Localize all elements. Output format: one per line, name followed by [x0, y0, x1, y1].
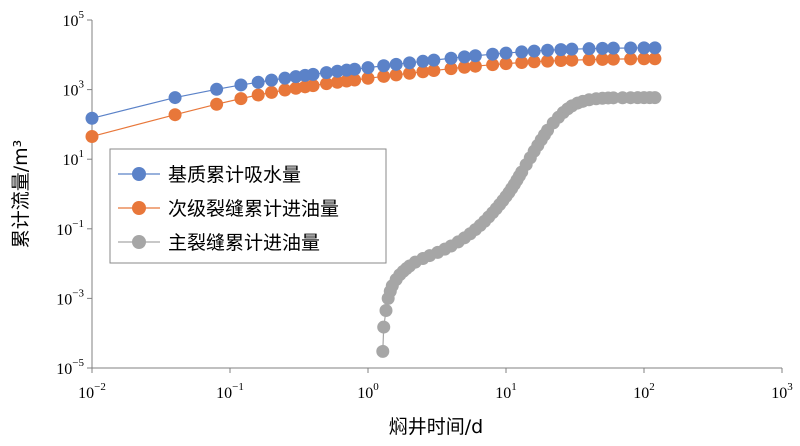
data-point	[320, 66, 333, 79]
y-tick-exponent: −3	[72, 287, 84, 299]
data-point	[377, 59, 390, 72]
data-point	[379, 304, 392, 317]
data-point	[278, 84, 291, 97]
data-point	[607, 42, 620, 55]
x-tick-label: 100	[357, 381, 379, 402]
data-point	[403, 56, 416, 69]
x-tick-base: 10	[771, 385, 787, 402]
x-axis-ticks: 10−2 10−1 100 101 102 103	[78, 368, 793, 402]
legend-marker-secondary-fracture-oil	[132, 201, 146, 215]
data-point	[624, 41, 637, 54]
data-point	[86, 130, 99, 143]
data-point	[362, 61, 375, 74]
data-point	[252, 88, 265, 101]
x-tick-base: 10	[216, 385, 232, 402]
data-point	[528, 45, 541, 58]
data-point	[307, 68, 320, 81]
y-tick-exponent: −1	[72, 218, 84, 230]
y-tick-exponent: 1	[79, 148, 85, 160]
y-tick-base: 10	[56, 361, 72, 378]
x-tick-base: 10	[495, 385, 511, 402]
data-point	[278, 72, 291, 85]
data-point	[583, 42, 596, 55]
y-tick-base: 10	[56, 222, 72, 239]
x-tick-exponent: 3	[787, 381, 793, 393]
data-point	[565, 43, 578, 56]
series-2	[376, 91, 661, 358]
data-point	[169, 108, 182, 121]
x-tick-label: 10−1	[216, 381, 244, 402]
data-point	[541, 44, 554, 57]
x-tick-exponent: −2	[94, 381, 106, 393]
y-tick-base: 10	[63, 83, 79, 100]
x-tick-exponent: 0	[373, 381, 379, 393]
y-tick-label: 10−5	[56, 357, 84, 378]
data-point	[377, 321, 390, 334]
legend-marker-main-fracture-oil	[132, 235, 146, 249]
x-tick-base: 10	[633, 385, 649, 402]
data-point	[265, 86, 278, 99]
legend-label-matrix-water: 基质累计吸水量	[168, 164, 301, 186]
data-point	[252, 76, 265, 89]
data-point	[234, 78, 247, 91]
x-tick-exponent: −1	[232, 381, 244, 393]
data-point	[210, 98, 223, 111]
data-point	[486, 48, 499, 61]
y-tick-exponent: 3	[79, 79, 85, 91]
data-point	[469, 49, 482, 62]
data-point	[169, 91, 182, 104]
data-point	[376, 345, 389, 358]
y-tick-label: 103	[63, 79, 85, 100]
x-axis-title: 焖井时间/d	[389, 416, 483, 438]
data-point	[210, 83, 223, 96]
y-tick-label: 105	[63, 9, 85, 30]
x-tick-label: 103	[771, 381, 793, 402]
data-point	[500, 47, 513, 60]
data-point	[86, 112, 99, 125]
series-line	[383, 98, 655, 352]
x-tick-label: 102	[633, 381, 655, 402]
x-tick-base: 10	[357, 385, 373, 402]
y-tick-base: 10	[56, 291, 72, 308]
legend-label-main-fracture-oil: 主裂缝累计进油量	[168, 232, 320, 254]
data-point	[307, 79, 320, 92]
y-tick-exponent: −5	[72, 357, 84, 369]
y-tick-label: 10−3	[56, 287, 84, 308]
data-point	[648, 41, 661, 54]
data-point	[390, 58, 403, 71]
y-tick-label: 101	[63, 148, 85, 169]
y-tick-exponent: 5	[79, 9, 85, 21]
x-tick-label: 10−2	[78, 381, 106, 402]
legend-label-secondary-fracture-oil: 次级裂缝累计进油量	[168, 198, 339, 220]
y-tick-base: 10	[63, 13, 79, 30]
data-point	[348, 63, 361, 76]
x-tick-label: 101	[495, 381, 517, 402]
y-axis-title: 累计流量/m³	[10, 140, 32, 249]
data-point	[648, 91, 661, 104]
x-tick-exponent: 1	[511, 381, 517, 393]
data-point	[234, 92, 247, 105]
y-tick-base: 10	[63, 152, 79, 169]
legend-marker-matrix-water	[132, 167, 146, 181]
x-tick-base: 10	[78, 385, 94, 402]
data-point	[445, 52, 458, 65]
data-point	[427, 54, 440, 67]
x-tick-exponent: 2	[649, 381, 655, 393]
y-tick-label: 10−1	[56, 218, 84, 239]
data-point	[265, 74, 278, 87]
data-point	[515, 45, 528, 58]
legend: 基质累计吸水量 次级裂缝累计进油量 主裂缝累计进油量	[110, 149, 386, 263]
